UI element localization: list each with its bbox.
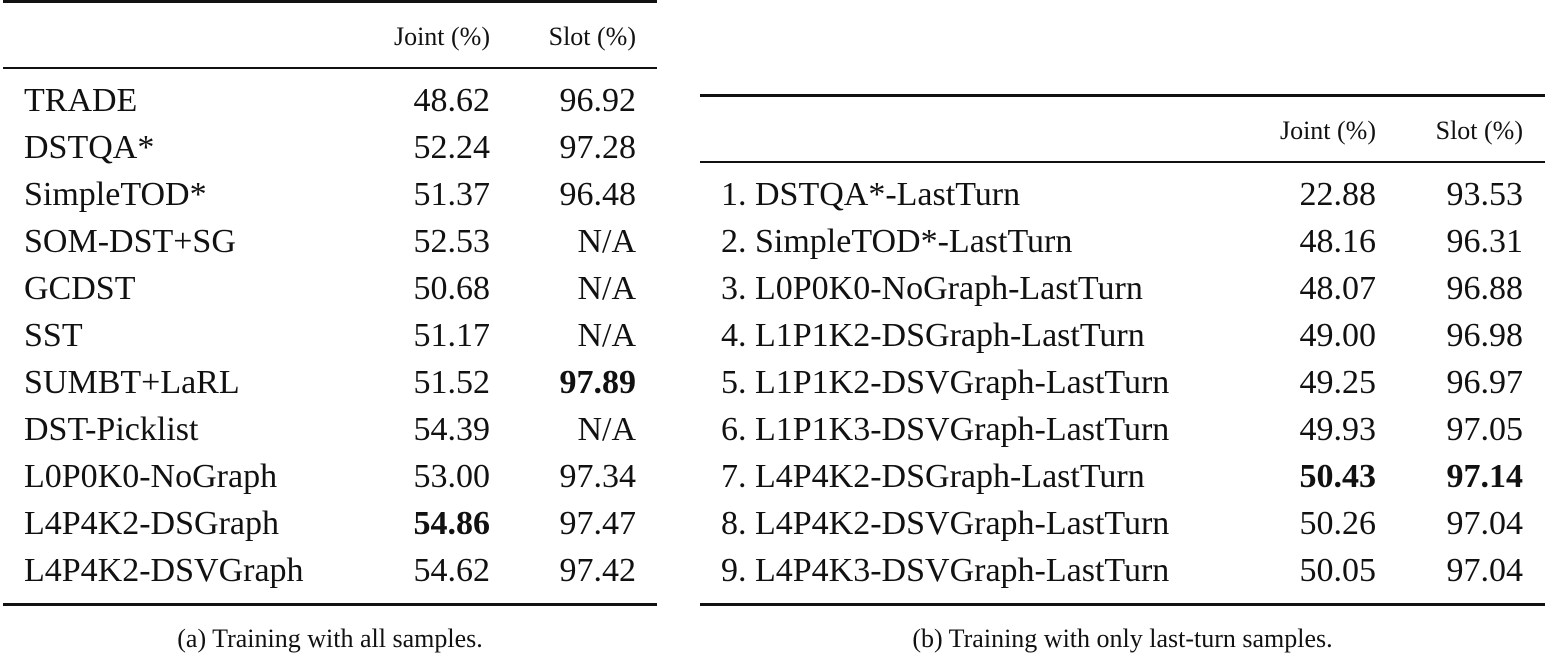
row-label: L0P0K0-NoGraph (24, 458, 278, 495)
row-label: TRADE (24, 82, 138, 119)
row-label: 3. L0P0K0-NoGraph-LastTurn (721, 270, 1143, 307)
slot-value: 96.31 (1446, 223, 1524, 260)
table-header: Joint (%) Slot (%) (3, 22, 657, 52)
row-label: L4P4K2-DSVGraph (24, 552, 304, 589)
row-label: DSTQA* (24, 129, 155, 166)
table-row: 7. L4P4K2-DSGraph-LastTurn 50.43 97.14 (700, 457, 1545, 504)
joint-value: 50.05 (1299, 552, 1377, 589)
row-label: 5. L1P1K2-DSVGraph-LastTurn (721, 364, 1170, 401)
row-label: GCDST (24, 270, 136, 307)
joint-value: 50.26 (1299, 505, 1377, 542)
table-row: TRADE 48.62 96.92 (3, 81, 657, 128)
slot-value: N/A (577, 317, 636, 354)
table-row: DST-Picklist 54.39 N/A (3, 410, 657, 457)
joint-value: 50.68 (413, 270, 491, 307)
caption: (a) Training with all samples. (177, 624, 483, 653)
joint-value: 53.00 (413, 458, 491, 495)
row-label: SimpleTOD* (24, 176, 207, 213)
joint-value: 49.25 (1299, 364, 1377, 401)
table-row: 1. DSTQA*-LastTurn 22.88 93.53 (700, 175, 1545, 222)
joint-value: 54.39 (413, 411, 491, 448)
table-row: SOM-DST+SG 52.53 N/A (3, 222, 657, 269)
slot-value: 97.47 (559, 505, 637, 542)
row-label: 1. DSTQA*-LastTurn (721, 176, 1021, 213)
slot-value: 96.88 (1446, 270, 1524, 307)
table-row: 5. L1P1K2-DSVGraph-LastTurn 49.25 96.97 (700, 363, 1545, 410)
row-label: SOM-DST+SG (24, 223, 236, 260)
table-row: L4P4K2-DSGraph 54.86 97.47 (3, 504, 657, 551)
slot-value: 96.97 (1446, 364, 1524, 401)
table-row: GCDST 50.68 N/A (3, 269, 657, 316)
slot-value: 97.05 (1446, 411, 1524, 448)
table-row: 3. L0P0K0-NoGraph-LastTurn 48.07 96.88 (700, 269, 1545, 316)
joint-value: 49.00 (1299, 317, 1377, 354)
table-row: 9. L4P4K3-DSVGraph-LastTurn 50.05 97.04 (700, 551, 1545, 598)
bottom-rule (3, 603, 657, 606)
header-slot: Slot (%) (548, 22, 636, 51)
slot-value: 97.42 (559, 552, 637, 589)
slot-value: 97.04 (1446, 552, 1524, 589)
table-header: Joint (%) Slot (%) (700, 116, 1545, 146)
top-rule (3, 0, 657, 3)
row-label: 7. L4P4K2-DSGraph-LastTurn (721, 458, 1145, 495)
table-row: DSTQA* 52.24 97.28 (3, 128, 657, 175)
table-row: SimpleTOD* 51.37 96.48 (3, 175, 657, 222)
slot-value: 93.53 (1446, 176, 1524, 213)
caption: (b) Training with only last-turn samples… (912, 624, 1333, 653)
table-row: 2. SimpleTOD*-LastTurn 48.16 96.31 (700, 222, 1545, 269)
bottom-rule (700, 603, 1545, 606)
header-joint: Joint (%) (393, 22, 490, 51)
slot-value: N/A (577, 411, 636, 448)
row-label: 9. L4P4K3-DSVGraph-LastTurn (721, 552, 1170, 589)
slot-value: 97.89 (559, 364, 637, 401)
row-label: SUMBT+LaRL (24, 364, 240, 401)
joint-value: 50.43 (1299, 458, 1377, 495)
row-label: DST-Picklist (24, 411, 199, 448)
slot-value: 97.14 (1446, 458, 1524, 495)
slot-value: 96.98 (1446, 317, 1524, 354)
joint-value: 54.86 (413, 505, 491, 542)
joint-value: 51.52 (413, 364, 491, 401)
row-label: 4. L1P1K2-DSGraph-LastTurn (721, 317, 1145, 354)
slot-value: 97.28 (559, 129, 637, 166)
joint-value: 54.62 (413, 552, 491, 589)
slot-value: 96.92 (559, 82, 637, 119)
header-slot: Slot (%) (1435, 116, 1523, 145)
slot-value: 97.34 (559, 458, 637, 495)
joint-value: 52.24 (413, 129, 491, 166)
header-rule (700, 161, 1545, 163)
joint-value: 22.88 (1299, 176, 1377, 213)
top-rule (700, 94, 1545, 97)
joint-value: 49.93 (1299, 411, 1377, 448)
joint-value: 51.37 (413, 176, 491, 213)
joint-value: 48.07 (1299, 270, 1377, 307)
slot-value: 97.04 (1446, 505, 1524, 542)
slot-value: 96.48 (559, 176, 637, 213)
table-row: 6. L1P1K3-DSVGraph-LastTurn 49.93 97.05 (700, 410, 1545, 457)
joint-value: 48.16 (1299, 223, 1377, 260)
slot-value: N/A (577, 270, 636, 307)
joint-value: 51.17 (413, 317, 491, 354)
row-label: 8. L4P4K2-DSVGraph-LastTurn (721, 505, 1170, 542)
table-row: SUMBT+LaRL 51.52 97.89 (3, 363, 657, 410)
header-rule (3, 67, 657, 69)
joint-value: 52.53 (413, 223, 491, 260)
table-row: L4P4K2-DSVGraph 54.62 97.42 (3, 551, 657, 598)
table-body: 1. DSTQA*-LastTurn 22.88 93.53 2. SimpleTOD… (700, 175, 1545, 598)
joint-value: 48.62 (413, 82, 491, 119)
header-joint: Joint (%) (1279, 116, 1376, 145)
row-label: SST (24, 317, 83, 354)
table-row: SST 51.17 N/A (3, 316, 657, 363)
table-body: TRADE 48.62 96.92 DSTQA* 52.24 97.28 SimpleTOD… (3, 81, 657, 598)
row-label: 6. L1P1K3-DSVGraph-LastTurn (721, 411, 1170, 448)
row-label: 2. SimpleTOD*-LastTurn (721, 223, 1073, 260)
slot-value: N/A (577, 223, 636, 260)
table-row: 8. L4P4K2-DSVGraph-LastTurn 50.26 97.04 (700, 504, 1545, 551)
table-row: L0P0K0-NoGraph 53.00 97.34 (3, 457, 657, 504)
table-row: 4. L1P1K2-DSGraph-LastTurn 49.00 96.98 (700, 316, 1545, 363)
row-label: L4P4K2-DSGraph (24, 505, 279, 542)
